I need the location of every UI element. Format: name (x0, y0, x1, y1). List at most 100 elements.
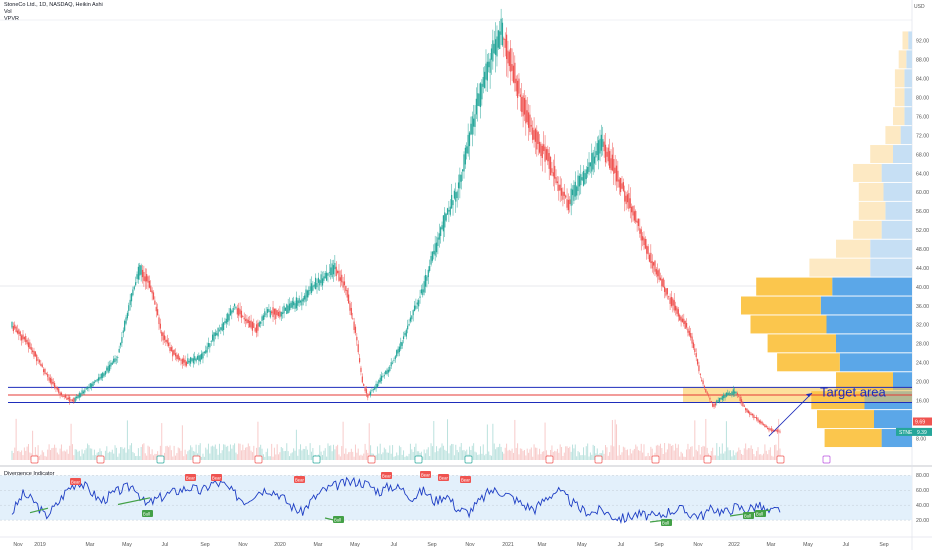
candle-body (216, 333, 218, 336)
volume-bar (588, 456, 590, 460)
candle-body (551, 168, 553, 173)
oscillator: Bear Bull Bear Bear Bull Bear Bear Bear Bear Bear… (11, 471, 781, 526)
volume-bar (34, 447, 36, 460)
indicator-legend[interactable]: Divergence Indicator (4, 471, 55, 477)
volume-bar (778, 418, 780, 460)
signal-label: Bear (382, 474, 391, 479)
volume-bar (76, 449, 78, 460)
candle-body (640, 229, 642, 241)
candle-body (140, 265, 142, 275)
volume-legend[interactable]: Vol (4, 9, 12, 15)
volume-bar (631, 453, 633, 460)
volume-bar (291, 452, 293, 460)
candle-body (610, 158, 612, 171)
candle-body (89, 383, 91, 388)
candle-body (573, 185, 575, 201)
volume-bar (518, 454, 520, 460)
candle-body (446, 208, 449, 215)
candle-body (378, 380, 380, 384)
candle-body (152, 292, 155, 300)
volume-bar (717, 455, 719, 460)
candle-body (372, 389, 374, 390)
earnings-marker (776, 455, 785, 464)
candle-body (420, 289, 423, 294)
price-tick-label: 92.00 (916, 39, 929, 45)
volume-bar (731, 456, 733, 460)
candle-body (434, 243, 436, 256)
volume-bar (151, 449, 153, 460)
candle-body (728, 392, 730, 396)
vpvr-buy-bar (836, 372, 893, 391)
time-tick-label: Sep (654, 542, 663, 548)
time-tick-label: 2022 (728, 542, 740, 548)
oscillator-line (11, 476, 781, 525)
volume-bar (91, 448, 93, 460)
candle-body (187, 358, 189, 364)
signal-label: Bear (439, 476, 448, 481)
volume-bar (168, 447, 170, 460)
candle-body (198, 355, 200, 361)
volume-bar (570, 451, 572, 460)
candle-body (718, 398, 721, 403)
candle-body (541, 145, 543, 159)
candle-body (497, 30, 499, 48)
volume-bar (565, 446, 567, 460)
volume-bar (441, 443, 443, 460)
candle-body (405, 329, 407, 337)
volume-bar (728, 450, 730, 460)
candle-body (155, 306, 157, 312)
candle-body (338, 270, 340, 281)
volume-bar (448, 453, 450, 460)
volume-bar (679, 456, 681, 460)
osc-band (0, 475, 912, 521)
signal-label: Bear (295, 478, 304, 483)
earnings-marker (254, 455, 263, 464)
candle-body (505, 34, 508, 60)
volume-bar (666, 449, 668, 460)
vpvr-sell-bar (881, 220, 912, 239)
candle-body (184, 359, 186, 366)
volume-bar (370, 445, 372, 460)
candle-body (258, 322, 260, 327)
candle-body (504, 38, 506, 48)
candle-body (453, 190, 455, 199)
volume-bar (187, 451, 189, 460)
volume-bar (763, 453, 765, 460)
volume-bar (512, 452, 514, 460)
price-tick-label: 56.00 (916, 209, 929, 215)
candle-body (67, 397, 69, 400)
volume-bar (694, 420, 696, 460)
volume-bar (383, 447, 385, 460)
volume-bar (559, 444, 561, 460)
candle-body (29, 342, 31, 349)
candle-body (297, 300, 299, 306)
volume-bar (93, 449, 95, 460)
volume-bar (397, 455, 399, 460)
volume-bar (144, 453, 146, 460)
candle-body (703, 385, 706, 388)
candle-body (576, 186, 578, 196)
candle-body (588, 162, 590, 172)
candle-body (614, 167, 616, 173)
volume-bar (341, 446, 343, 460)
price-tick-label: 32.00 (916, 323, 929, 329)
volume-bar (257, 421, 259, 460)
candle-body (261, 316, 263, 321)
volume-bar (109, 451, 111, 460)
volume-bar (261, 448, 263, 460)
vpvr-legend[interactable]: VPVR (4, 16, 19, 22)
candle-body (69, 396, 71, 402)
volume-bar (606, 447, 608, 460)
candle-body (211, 334, 214, 341)
candle-body (257, 323, 259, 331)
candle-body (698, 365, 700, 372)
volume-bar (293, 448, 295, 460)
candle-body (251, 321, 254, 331)
candle-body (713, 404, 715, 407)
candle-body (92, 381, 94, 387)
candle-body (102, 372, 104, 378)
price-tick-label: 64.00 (916, 171, 929, 177)
volume-bar (500, 446, 502, 460)
candle-body (357, 344, 359, 353)
